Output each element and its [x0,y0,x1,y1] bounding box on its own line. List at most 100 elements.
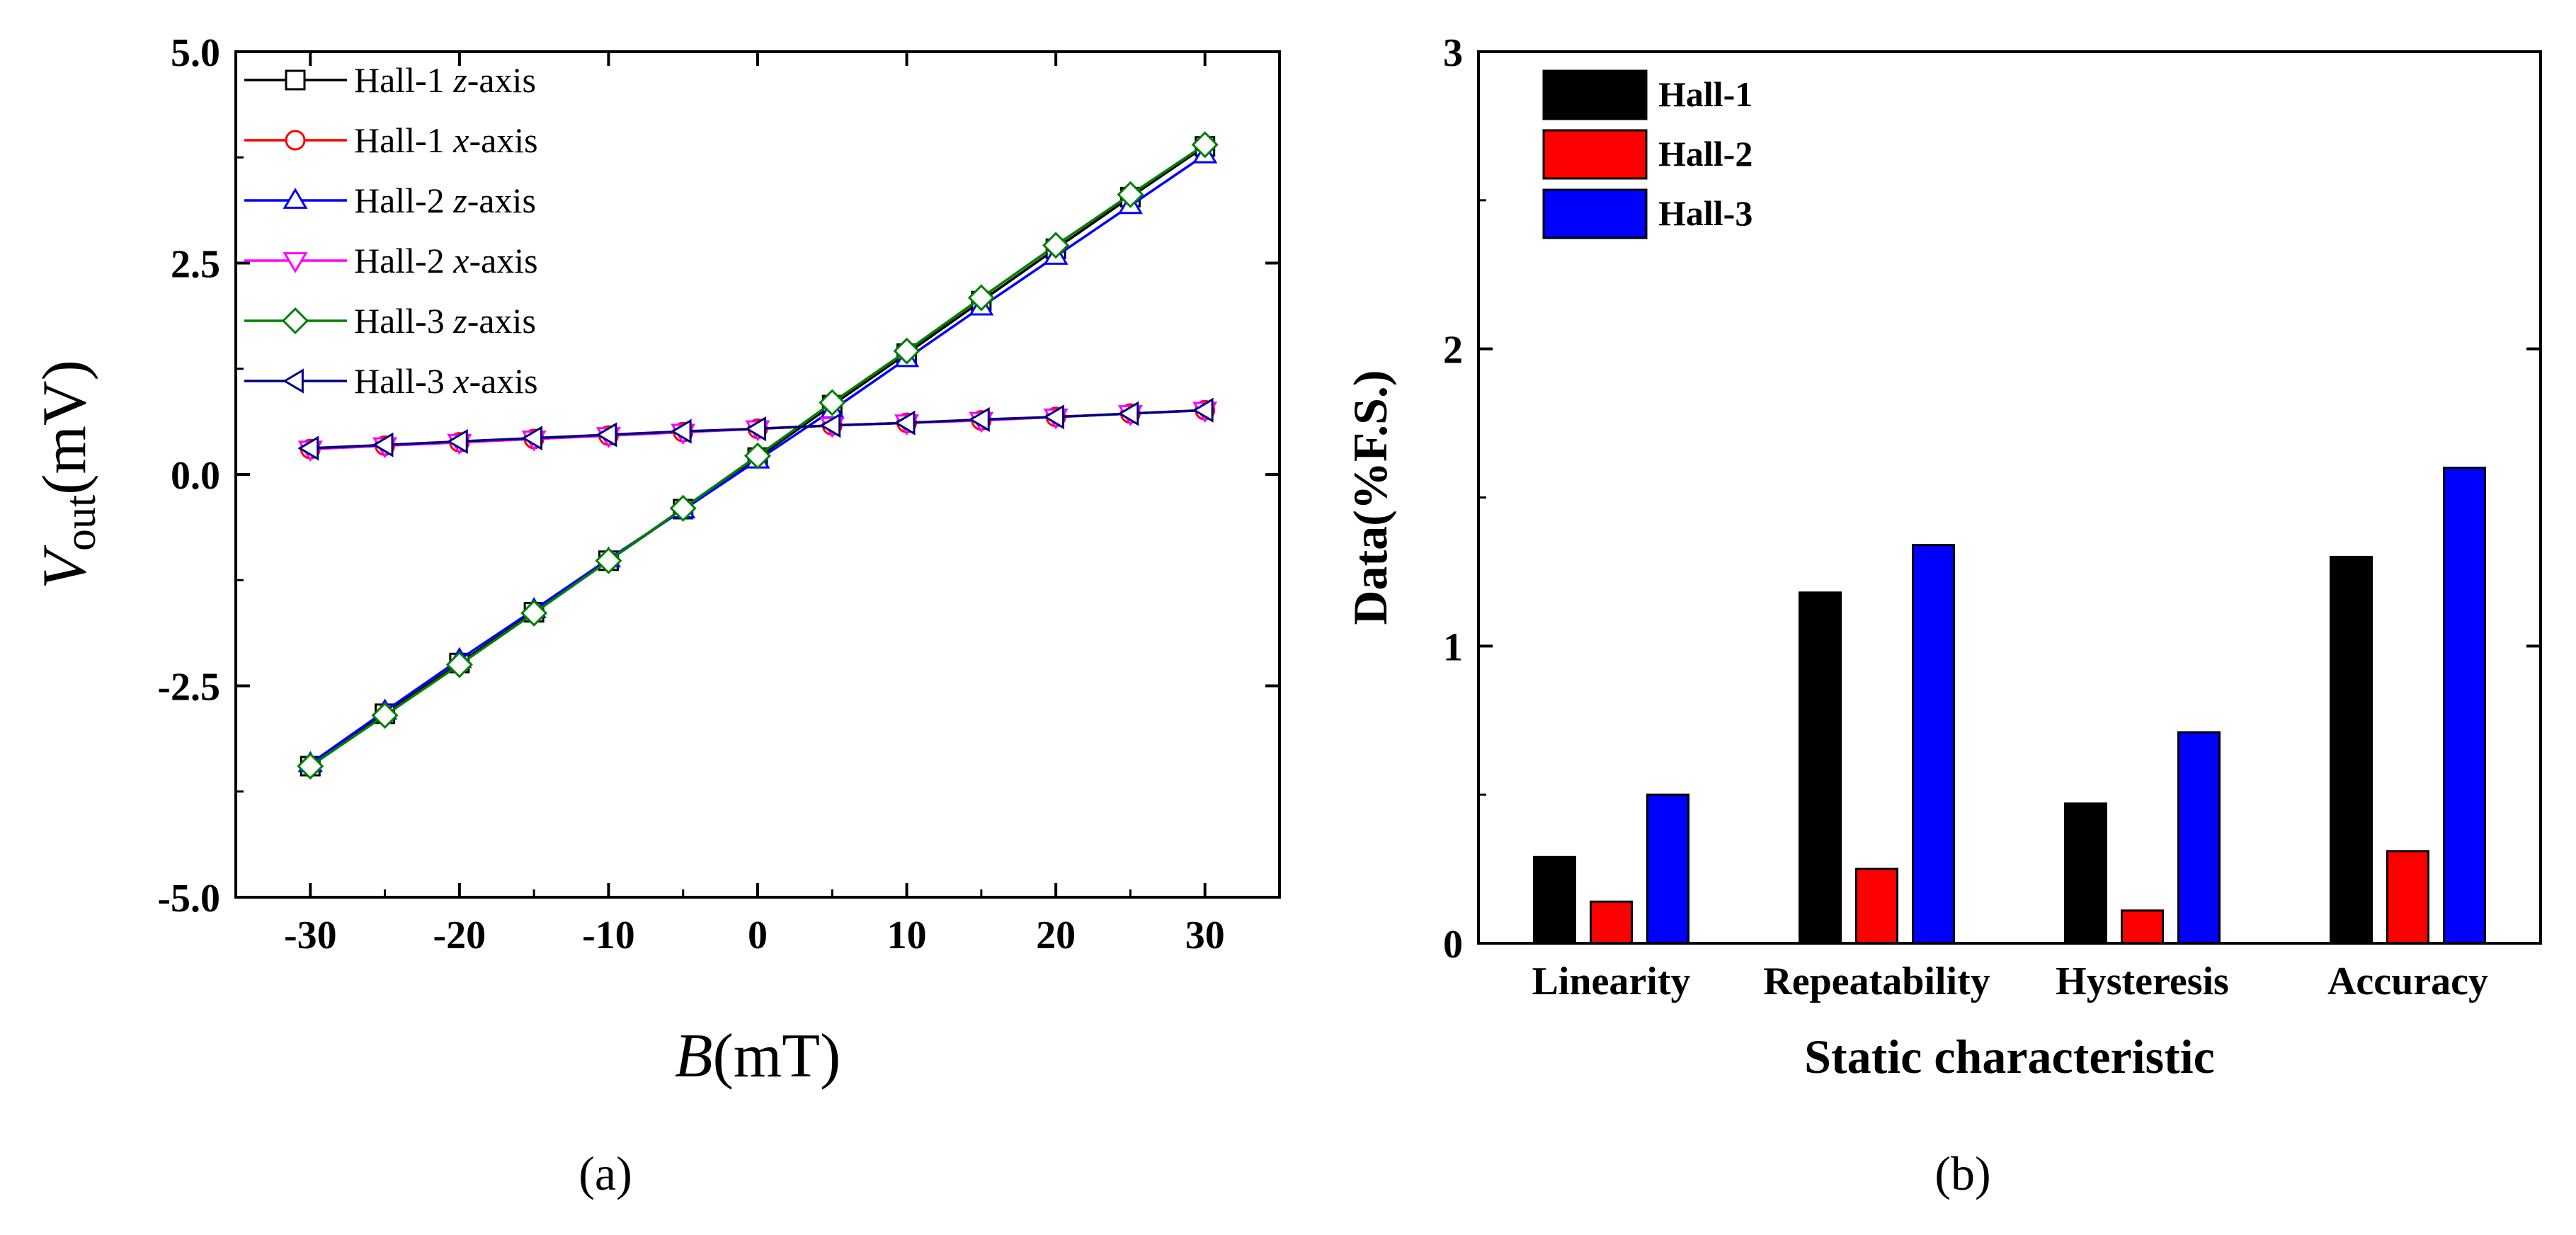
legend: Hall-1 Hall-2 Hall-3 [1542,69,1753,239]
y-axis-title-unit: (mV) [30,360,99,495]
bar [1912,544,1955,945]
bar [2330,555,2373,945]
y-axis-title-symbol: V [30,545,99,589]
legend-marker [283,188,308,209]
y-tick-label: -5.0 [157,877,220,921]
data-point [670,419,692,444]
y-tick-label: 0.0 [171,454,220,498]
y-axis-title: Data(%F.S.) [1343,370,1397,625]
y-tick-label: 1 [1443,625,1463,669]
legend-marker [285,69,306,91]
chart-a: -30 -20 -10 0 10 20 30 -5.0 -2.5 0.0 2.5 5.0 B(mT) Vo… [30,31,1281,1091]
x-axis-title: B(mT) [675,1022,841,1091]
x-axis-title: Static characteristic [1804,1030,2215,1083]
series-5 [297,131,1219,780]
legend-label: Hall-3 z-axis [354,301,536,341]
legend-label: Hall-1 x-axis [354,120,538,160]
plot-frame [1477,50,2542,945]
legend-label: Hall-2 [1658,134,1753,173]
data-point [446,428,468,455]
legend-item: Hall-3 [1542,188,1753,239]
legend-label: Hall-1 z-axis [354,60,536,100]
legend-label: Hall-3 x-axis [354,361,538,401]
data-point [520,599,548,627]
data-point [1117,401,1139,426]
data-point [445,651,473,678]
legend-marker [283,252,308,273]
plot-frame [234,50,1281,899]
legend: Hall-1 z-axis Hall-1 x-axis Hall-2 z-axis H… [244,60,538,401]
bar [2121,909,2164,945]
data-point [669,494,697,522]
legend-item: Hall-2 [1542,129,1753,180]
data-point [521,426,543,451]
legend-swatch [1542,188,1648,239]
legend-item: Hall-3 x-axis [244,361,538,401]
y-tick-label: 5.0 [171,31,220,75]
y-tick-label: 2.5 [171,243,220,287]
y-axis-title-subscript: out [57,495,105,551]
data-point [893,337,921,365]
legend-item: Hall-1 [1542,69,1753,120]
x-tick-label: -30 [284,914,337,957]
y-tick-label: -2.5 [157,666,220,710]
legend-item: Hall-3 z-axis [244,301,536,341]
bar [1646,793,1689,945]
bar [1799,591,1842,945]
bar-series-Hall-3 [1646,467,2486,945]
legend-label: Hall-2 x-axis [354,241,538,280]
legend-swatch [1542,69,1648,120]
data-point [297,436,319,461]
data-point [297,752,324,780]
bar [2064,802,2107,945]
legend-label: Hall-3 [1658,193,1753,233]
x-tick-label: -10 [582,914,635,957]
x-category-label: Repeatability [1763,960,1990,1003]
legend-marker [283,368,304,394]
data-point [745,416,766,442]
legend-item: Hall-2 x-axis [244,241,538,280]
data-point [372,432,394,457]
legend-label: Hall-1 [1658,74,1753,114]
data-point [371,702,399,729]
data-point [1191,131,1219,159]
data-point [743,442,772,469]
x-axis-title-unit: (mT) [712,1022,840,1091]
y-tick-label: 2 [1443,329,1463,372]
bar [1533,855,1576,945]
data-point [1042,232,1070,259]
legend-item: Hall-1 x-axis [244,120,538,160]
bar [2386,850,2429,945]
data-point [967,284,995,312]
bar [1855,867,1898,945]
x-axis-title-symbol: B [675,1022,713,1091]
data-point [1192,397,1214,423]
data-point [1117,181,1144,208]
y-axis-title: Vout(mV) [30,360,105,589]
y-tick-label: 3 [1443,31,1463,75]
panel-label-a: (a) [579,1146,632,1200]
y-tick-label: 0 [1443,923,1463,967]
data-point [894,410,916,436]
x-tick-label: 10 [887,914,927,957]
legend-marker [285,130,306,151]
legend-item: Hall-1 z-axis [244,60,536,100]
data-point [595,547,622,574]
x-category-label: Accuracy [2327,960,2488,1003]
data-point [1043,404,1065,430]
legend-label: Hall-2 z-axis [354,181,536,220]
x-category-label: Hysteresis [2056,960,2229,1003]
legend-swatch [1542,129,1648,180]
chart-b: 0 1 2 3 Linearity Repeatability Hysteresis Accu… [1343,31,2542,1083]
x-tick-label: -20 [433,914,486,957]
bar [2443,467,2486,945]
data-point [968,406,990,432]
x-tick-label: 30 [1185,914,1225,957]
x-category-label: Linearity [1532,960,1691,1003]
bar-series-Hall-2 [1590,850,2429,945]
data-point [595,422,617,448]
bar [2177,731,2221,945]
series-6 [297,397,1214,461]
data-point [819,389,846,416]
